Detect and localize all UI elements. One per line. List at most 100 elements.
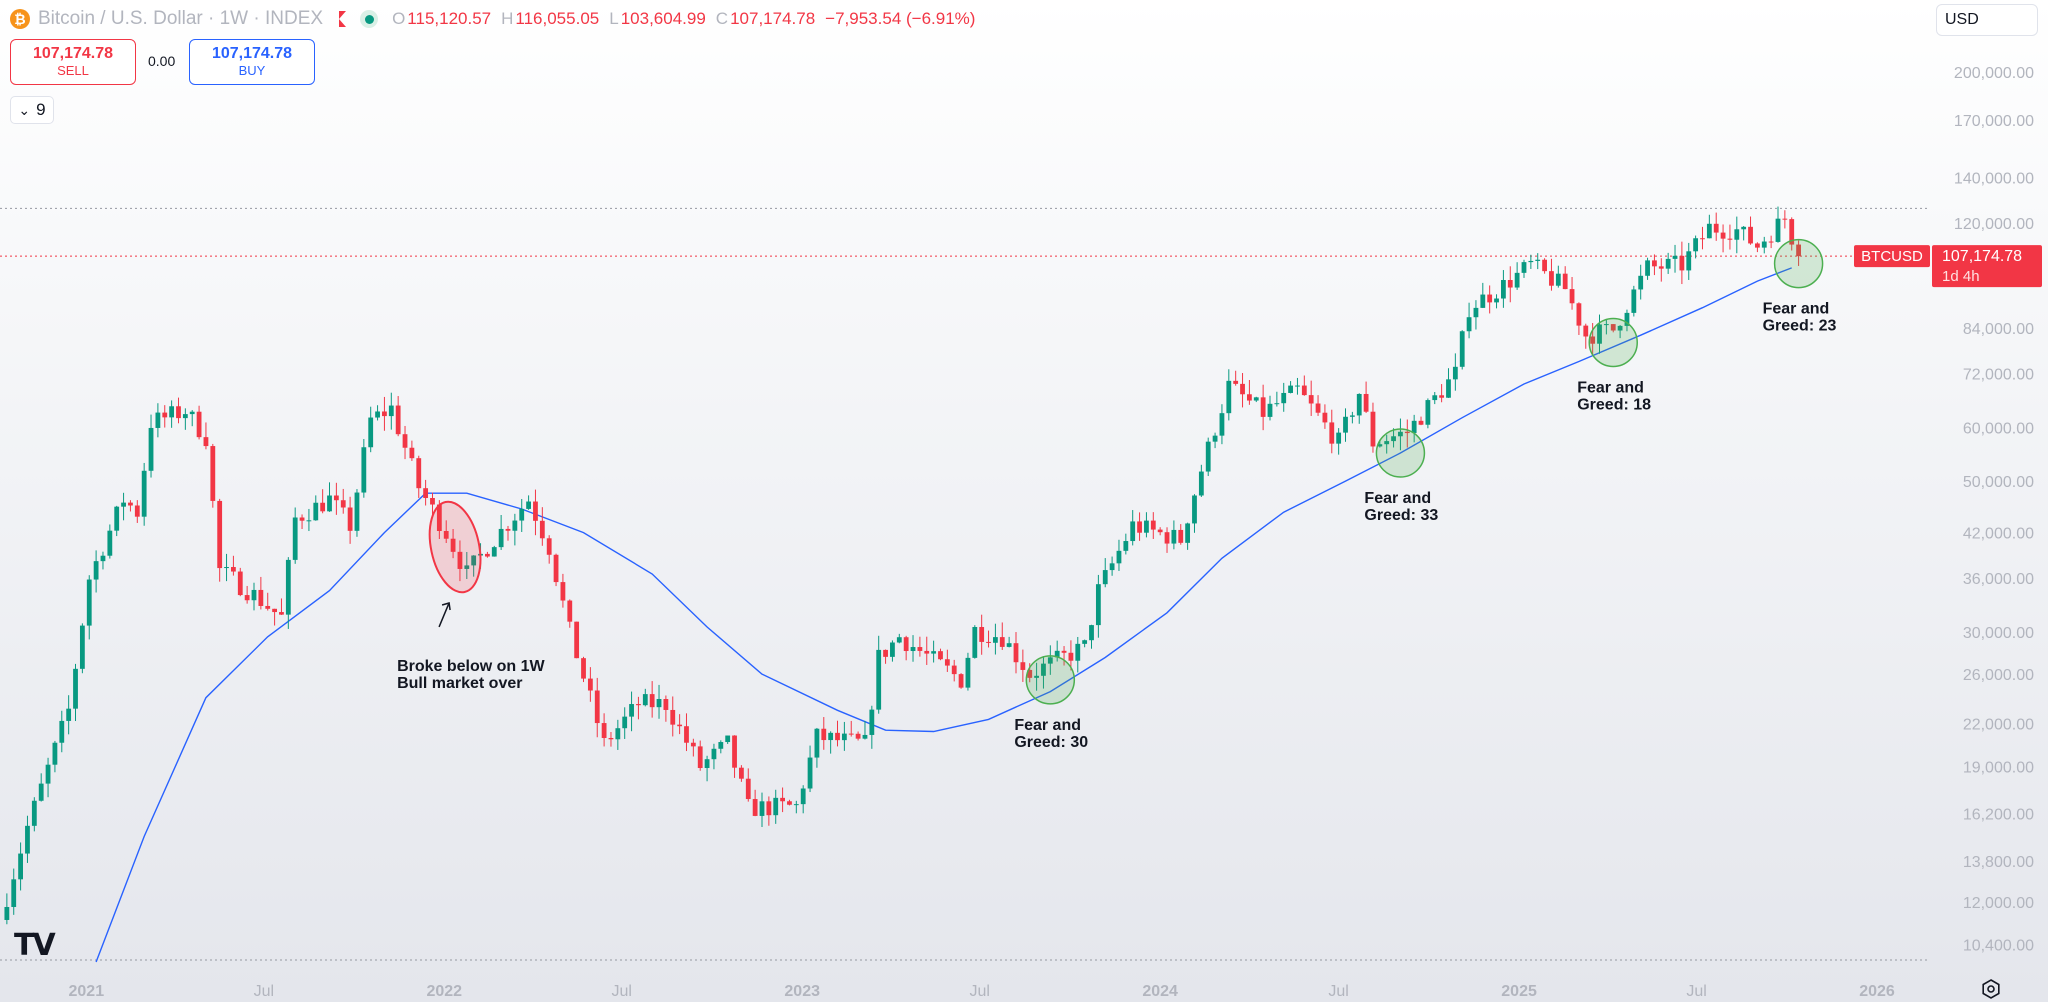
candle-body [539, 520, 545, 539]
candle-body [1686, 251, 1692, 271]
candle-body [896, 637, 902, 643]
fear-greed-circle [1773, 238, 1824, 289]
y-tick-label: 26,000.00 [1963, 667, 2034, 684]
candle-body [1473, 307, 1479, 318]
symbol-tag-label: BTCUSD [1861, 248, 1923, 265]
candle-body [519, 508, 525, 521]
candle-body [409, 447, 415, 459]
x-tick-label: 2021 [69, 983, 105, 1000]
candle-body [1349, 415, 1355, 417]
candle-body [45, 764, 51, 784]
candle-body [1315, 403, 1321, 413]
candle-body [1240, 383, 1245, 395]
annotation-arrowhead [441, 602, 451, 611]
candle-body [498, 528, 504, 548]
candle-body [581, 658, 586, 679]
annotation-label: Greed: 23 [1763, 318, 1837, 335]
symbol-title[interactable]: Bitcoin / U.S. Dollar · 1W · INDEX [38, 8, 324, 29]
candle-body [704, 759, 710, 769]
candle-body [1054, 650, 1060, 658]
candle-body [423, 488, 429, 499]
low-value: 103,604.99 [620, 9, 706, 28]
candle-body [31, 800, 37, 826]
currency-select[interactable]: USD [1936, 4, 2038, 36]
annotation-label: Fear and [1577, 379, 1644, 396]
close-value: 107,174.78 [730, 9, 816, 28]
candle-body [738, 767, 744, 779]
candle-body [979, 627, 985, 642]
candle-body [1569, 289, 1575, 304]
candle-body [38, 783, 44, 801]
change-value: −7,953.54 (−6.91%) [825, 9, 976, 28]
flag-icon[interactable] [339, 11, 347, 27]
y-tick-label: 16,200.00 [1963, 807, 2034, 824]
candle-body [375, 411, 380, 418]
candle-body [587, 678, 593, 691]
candle-body [629, 704, 634, 717]
candle-body [862, 734, 868, 739]
candle-body [285, 559, 291, 615]
market-status-icon[interactable] [360, 10, 379, 28]
candle-body [1466, 317, 1472, 332]
candle-body [1363, 393, 1369, 412]
candle-body [134, 505, 140, 517]
candle-body [732, 735, 737, 768]
sell-button[interactable]: 107,174.78 SELL [10, 39, 136, 85]
candle-body [800, 788, 806, 805]
candle-body [1061, 650, 1067, 653]
candle-body [1226, 380, 1232, 414]
candle-body [251, 589, 257, 601]
x-tick-label: Jul [254, 983, 274, 1000]
last-price-tag [1932, 245, 2042, 288]
annotation-label: Bull market over [397, 675, 522, 692]
candle-body [1754, 243, 1760, 248]
candle-body [656, 699, 662, 708]
candle-body [855, 733, 861, 739]
candle-body [100, 555, 106, 562]
candle-body [951, 665, 957, 675]
candle-body [292, 517, 298, 560]
time-axis: 2021 Jul 2022 Jul 2023 Jul 2024 Jul 2025 Jul 2026 [69, 983, 1895, 1000]
candle-body [526, 501, 531, 509]
candle-body [1356, 393, 1362, 416]
candle-body [1267, 403, 1273, 417]
candle-body [807, 757, 813, 789]
candle-body [848, 733, 854, 735]
candle-body [258, 589, 264, 606]
tradingview-logo[interactable]: TV [14, 928, 56, 963]
candle-body [608, 738, 614, 740]
candle-body [1418, 420, 1424, 425]
candle-body [574, 621, 580, 659]
candle-body [1370, 411, 1376, 447]
candle-body [1411, 420, 1417, 434]
candle-body [1549, 271, 1554, 286]
symbol-price-tag [1854, 245, 1930, 268]
y-tick-label: 120,000.00 [1954, 216, 2034, 233]
candle-body [567, 600, 573, 622]
candle-body [224, 567, 229, 569]
candle-body [512, 520, 518, 531]
last-price-label: 107,174.78 [1942, 248, 2022, 265]
buy-button[interactable]: 107,174.78 BUY [189, 39, 315, 85]
candle-body [169, 406, 175, 418]
candle-body [1528, 260, 1534, 263]
candle-body [642, 694, 648, 706]
candle-body [972, 627, 978, 658]
candle-body [25, 825, 30, 854]
indicators-toggle-button[interactable]: ⌄ 9 [10, 96, 54, 124]
candle-body [1178, 529, 1184, 543]
candle-body [663, 699, 669, 710]
settings-gear-icon[interactable] [1980, 978, 2002, 1000]
candle-body [1082, 640, 1088, 644]
candle-body [841, 733, 847, 741]
candle-body [958, 674, 964, 688]
candle-body [560, 582, 566, 601]
candle-body [1672, 255, 1678, 259]
currency-value: USD [1945, 11, 1979, 28]
candle-body [999, 637, 1005, 647]
candle-body [1425, 400, 1431, 425]
high-value: 116,055.05 [515, 9, 600, 28]
candle-body [1041, 663, 1046, 676]
candle-body [320, 502, 326, 512]
